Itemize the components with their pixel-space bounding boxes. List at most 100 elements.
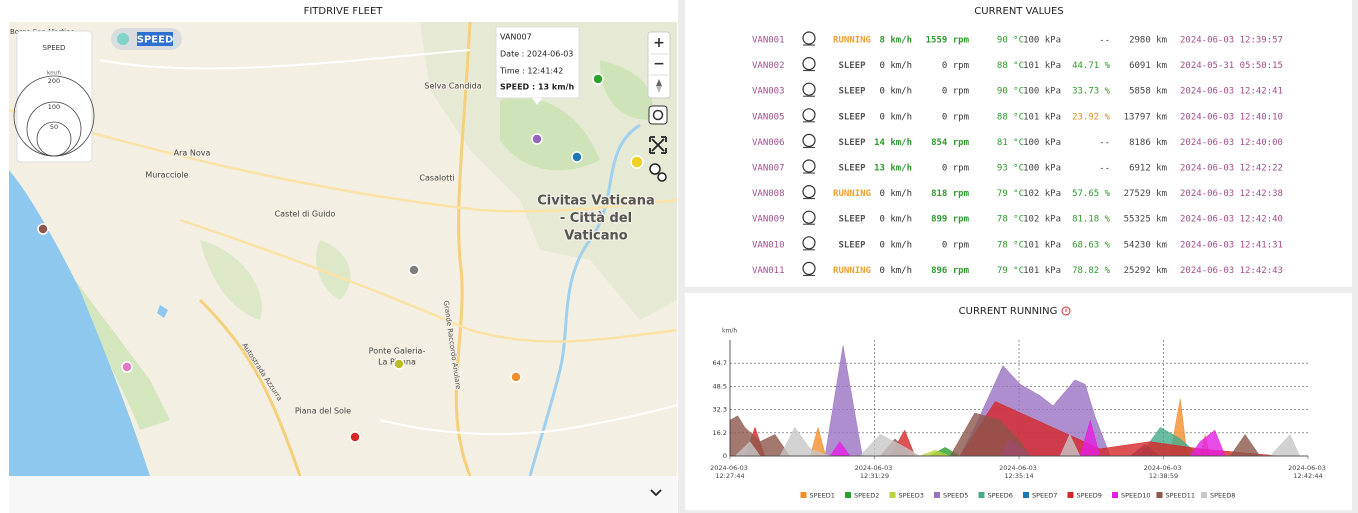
- vehicle-marker[interactable]: [630, 155, 644, 169]
- table-cell: 0 rpm: [942, 164, 969, 174]
- tooltip-date: Date : 2024-06-03: [500, 50, 573, 59]
- expand-chevron[interactable]: [650, 489, 662, 497]
- place-label: Selva Candida: [424, 82, 481, 91]
- legend-circles: 200 100 50: [13, 75, 95, 157]
- x-tick-label: 2024-06-03 12:42:44: [1288, 464, 1328, 480]
- table-cell: 81.18 %: [1072, 215, 1111, 225]
- map-footer: [9, 476, 677, 513]
- legend-swatch: [800, 492, 807, 498]
- table-cell: 0 km/h: [879, 266, 912, 276]
- table-cell: 854 rpm: [931, 138, 970, 148]
- table-cell: 8 km/h: [879, 36, 912, 46]
- place-label: Piana del Sole: [295, 407, 351, 416]
- legend-title: SPEED: [43, 44, 66, 52]
- table-cell: RUNNING: [833, 266, 871, 276]
- x-tick-label: 2024-06-03 12:31:29: [855, 464, 895, 480]
- table-cell: 101 kPa: [1023, 266, 1061, 276]
- table-cell: 0 km/h: [879, 87, 912, 97]
- place-label: Civitas Vaticana: [537, 194, 654, 209]
- legend-label: SPEED5: [943, 492, 968, 500]
- tooltip-pointer: [532, 98, 542, 105]
- tooltip-vehicle: VAN007: [500, 33, 532, 42]
- table-cell: --: [1099, 36, 1110, 46]
- legend-swatch: [978, 492, 985, 498]
- table-cell: RUNNING: [833, 189, 871, 199]
- legend-swatch: [1201, 492, 1207, 498]
- vehicle-marker[interactable]: [37, 223, 49, 235]
- zoom-out[interactable]: −: [653, 56, 665, 72]
- compass[interactable]: [656, 79, 662, 86]
- brand-logo: [802, 261, 816, 275]
- brand-logo: [802, 185, 816, 199]
- table-cell: 27529 km: [1124, 189, 1167, 199]
- table-cell: 2024-06-03 12:41:31: [1180, 240, 1283, 250]
- table-cell: 2024-06-03 12:42:38: [1180, 189, 1283, 199]
- legend-unit: km/h: [47, 71, 61, 77]
- table-cell: VAN005: [752, 112, 785, 122]
- table-cell: 79 °C: [997, 189, 1024, 199]
- table-cell: 55325 km: [1124, 215, 1167, 225]
- place-label: Muracciole: [145, 171, 188, 180]
- table-cell: 0 km/h: [879, 240, 912, 250]
- place-label: Castel di Guido: [275, 210, 336, 219]
- table-cell: 5858 km: [1129, 87, 1167, 97]
- table-cell: 2024-06-03 12:40:00: [1180, 138, 1283, 148]
- table-cell: SLEEP: [838, 164, 866, 174]
- vehicle-marker[interactable]: [408, 264, 420, 276]
- legend-swatch: [1023, 492, 1029, 498]
- table-cell: SLEEP: [838, 112, 866, 122]
- table-cell: VAN011: [752, 266, 785, 276]
- vehicle-marker[interactable]: [349, 431, 361, 443]
- legend-label: SPEED1: [810, 492, 835, 500]
- y-tick-label: 48.5: [713, 382, 727, 390]
- table-cell: 102 kPa: [1023, 215, 1061, 225]
- y-axis-label: km/h: [722, 328, 737, 335]
- table-cell: 101 kPa: [1023, 240, 1061, 250]
- place-label: - Città del: [560, 211, 632, 226]
- brand-logo: [802, 82, 816, 96]
- legend-label: SPEED6: [988, 492, 1013, 500]
- vehicle-marker[interactable]: [121, 361, 133, 373]
- table-cell: 899 rpm: [931, 215, 970, 225]
- map-park: [600, 60, 653, 120]
- vehicle-marker[interactable]: [531, 133, 543, 145]
- vehicle-marker[interactable]: [510, 371, 522, 383]
- area-chart: 0 16.2 32.3 48.5 64.7 2024-06-03 12:27:44 2024…: [710, 340, 1328, 500]
- table-cell: 88 °C: [997, 112, 1024, 122]
- speed-legend: [16, 30, 93, 163]
- legend-label: SPEED3: [899, 492, 924, 500]
- icon: [657, 172, 667, 182]
- screenshot-button[interactable]: [648, 105, 668, 125]
- info-icon[interactable]: [1061, 306, 1071, 316]
- map-park: [200, 240, 262, 320]
- table-cell: 6091 km: [1129, 61, 1167, 71]
- table-cell: 0 km/h: [879, 61, 912, 71]
- table-cell: VAN010: [752, 240, 785, 250]
- legend-level: 100: [48, 103, 60, 111]
- vehicle-marker[interactable]: [393, 358, 405, 370]
- zoom-controls: [647, 31, 671, 99]
- table-cell: VAN008: [752, 189, 785, 199]
- brand-logo: [802, 108, 816, 122]
- table-cell: SLEEP: [838, 240, 866, 250]
- vehicle-marker[interactable]: [592, 73, 604, 85]
- brand-logo: [802, 56, 816, 71]
- place-label: Vaticano: [564, 229, 628, 244]
- legend-label: SPEED7: [1032, 492, 1057, 500]
- vehicle-marker[interactable]: [571, 151, 583, 163]
- table-cell: 14 km/h: [874, 138, 912, 148]
- lake: [157, 305, 168, 318]
- search-button[interactable]: [649, 163, 661, 175]
- tooltip-speed: SPEED : 13 km/h: [500, 83, 574, 92]
- fullscreen-button[interactable]: [649, 136, 667, 154]
- table-cell: 78 °C: [997, 240, 1024, 250]
- table-cell: 100 kPa: [1023, 36, 1061, 46]
- zoom-in[interactable]: +: [653, 35, 665, 51]
- table-cell: 0 rpm: [942, 61, 969, 71]
- table-cell: 102 kPa: [1023, 189, 1061, 199]
- x-tick-label: 2024-06-03 12:35:14: [999, 464, 1039, 480]
- legend-label: SPEED8: [1210, 492, 1235, 500]
- brand-logo: [802, 31, 816, 45]
- table-cell: 8186 km: [1129, 138, 1167, 148]
- table-cell: 0 rpm: [942, 87, 969, 97]
